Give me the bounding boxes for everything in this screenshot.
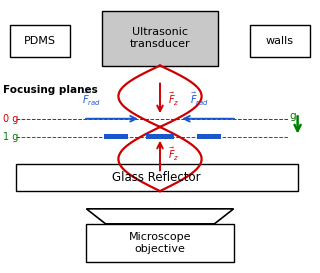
Bar [197, 134, 221, 139]
Text: 0 g: 0 g [3, 114, 19, 124]
Text: Glass Reflector: Glass Reflector [113, 171, 201, 184]
Text: $\vec{F}_{rad}$: $\vec{F}_{rad}$ [190, 91, 209, 108]
Bar [16, 164, 298, 191]
Text: Microscope
objective: Microscope objective [129, 232, 191, 254]
Text: 1 g: 1 g [3, 132, 19, 141]
Bar [104, 134, 128, 139]
Text: walls: walls [266, 36, 294, 46]
Bar [146, 134, 174, 139]
Text: Ultrasonic
transducer: Ultrasonic transducer [130, 27, 190, 49]
Bar [10, 25, 70, 57]
Text: $\vec{F}_z$: $\vec{F}_z$ [168, 146, 180, 163]
Bar [86, 224, 234, 262]
Text: $\vec{F}_z$: $\vec{F}_z$ [168, 91, 180, 108]
Text: g: g [290, 111, 296, 121]
Text: PDMS: PDMS [24, 36, 56, 46]
Bar [102, 11, 218, 66]
Text: $\vec{F}_{rad}$: $\vec{F}_{rad}$ [82, 91, 100, 108]
Polygon shape [86, 209, 234, 224]
Bar [250, 25, 310, 57]
Text: Focusing planes: Focusing planes [3, 85, 98, 95]
